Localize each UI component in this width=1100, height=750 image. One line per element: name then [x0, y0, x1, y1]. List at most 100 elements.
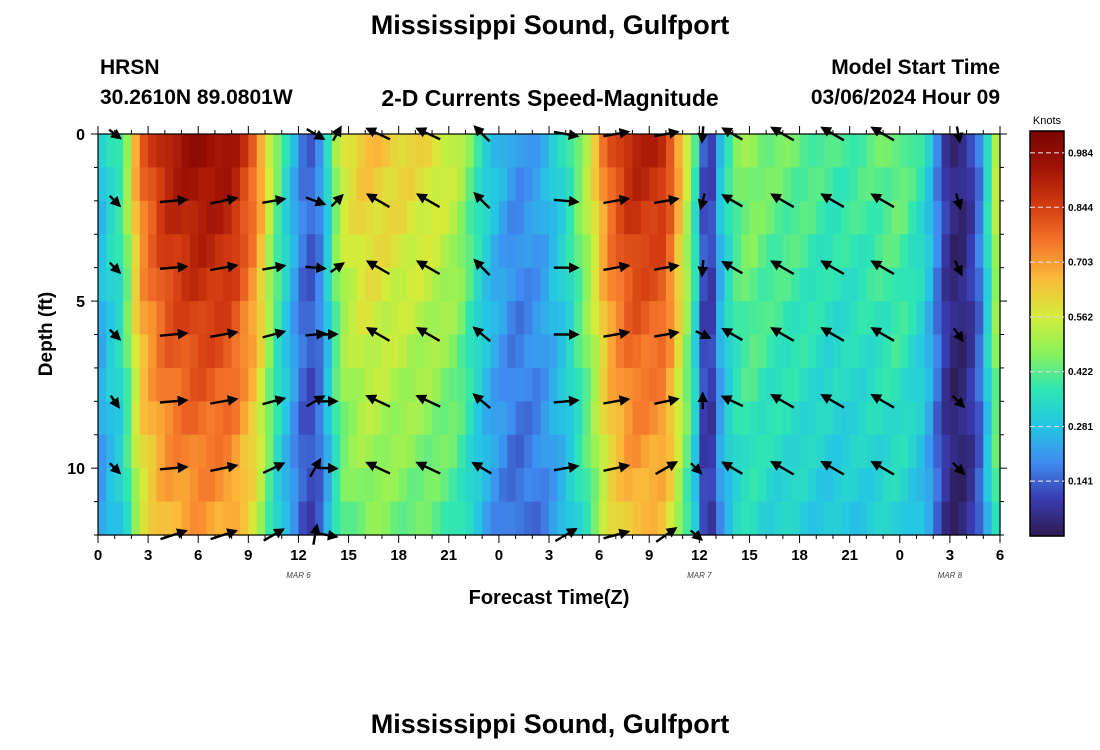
heatmap-cell [448, 468, 458, 503]
heatmap-cell [432, 468, 442, 503]
colorbar-segment [1030, 164, 1064, 169]
heatmap-cell [816, 501, 826, 536]
heatmap-cell [340, 267, 350, 302]
heatmap-cell [465, 234, 475, 269]
heatmap-cell [557, 301, 567, 336]
heatmap-cell [515, 200, 525, 235]
heatmap-cell [974, 200, 984, 235]
heatmap-cell [866, 167, 876, 202]
heatmap-cell [757, 267, 767, 302]
heatmap-cell [523, 334, 533, 369]
heatmap-cell [549, 200, 558, 235]
heatmap-cell [774, 200, 784, 235]
heatmap-cell [665, 301, 675, 336]
colorbar-segment [1030, 370, 1064, 375]
heatmap-cell [281, 401, 291, 436]
heatmap-cell [624, 434, 634, 469]
heatmap-cell [849, 234, 859, 269]
heatmap-cell [415, 468, 425, 503]
heatmap-cell [198, 434, 208, 469]
heatmap-cell [248, 267, 258, 302]
current-arrow [820, 260, 845, 276]
heatmap-cell [791, 301, 801, 336]
heatmap-cell [148, 401, 158, 436]
heatmap-cell [148, 501, 158, 536]
heatmap-cell [231, 367, 241, 402]
heatmap-cell [164, 200, 174, 235]
heatmap-cell [782, 301, 792, 336]
heatmap-cell [724, 234, 734, 269]
heatmap-cell [807, 301, 817, 336]
heatmap-cell [198, 200, 208, 235]
colorbar-segment [1030, 390, 1064, 395]
heatmap-cell [256, 267, 266, 302]
current-arrow [365, 394, 391, 408]
x-tick-label: 0 [896, 547, 904, 564]
heatmap-cell [281, 434, 291, 469]
heatmap-cell [306, 367, 316, 402]
heatmap-cell [841, 334, 851, 369]
x-tick-label: 12 [290, 547, 307, 564]
heatmap-cell [407, 434, 416, 469]
heatmap-cell [607, 200, 617, 235]
heatmap-cell [974, 167, 984, 202]
heatmap-cell [515, 401, 525, 436]
current-arrow [770, 193, 795, 209]
heatmap-cell [281, 167, 291, 202]
heatmap-cell [699, 401, 709, 436]
heatmap-cell [156, 301, 166, 336]
heatmap-cell [532, 134, 542, 169]
current-arrow [316, 329, 339, 340]
heatmap-cell [615, 301, 625, 336]
heatmap-cell [131, 267, 141, 302]
colorbar-segment [1030, 232, 1064, 237]
heatmap-cell [565, 401, 575, 436]
heatmap-cell [874, 134, 884, 169]
heatmap-cell [849, 501, 859, 536]
heatmap-cell [164, 234, 174, 269]
heatmap-cell [899, 234, 909, 269]
current-arrow [653, 261, 680, 273]
heatmap-cell [465, 134, 475, 169]
heatmap-cell [365, 468, 375, 503]
heatmap-cell [966, 367, 976, 402]
heatmap-cell [164, 468, 174, 503]
heatmap-cell [239, 267, 249, 302]
heatmap-cell [223, 401, 233, 436]
heatmap-cell [373, 267, 383, 302]
heatmap-cell [173, 468, 183, 503]
heatmap-cell [741, 401, 751, 436]
heatmap-cell [832, 301, 842, 336]
heatmap-cell [123, 367, 133, 402]
heatmap-cell [98, 167, 107, 202]
heatmap-cell [473, 468, 483, 503]
heatmap-cell [532, 234, 542, 269]
heatmap-cell [974, 234, 984, 269]
current-arrow [262, 261, 287, 273]
heatmap-cell [181, 434, 191, 469]
heatmap-cell [507, 134, 517, 169]
heatmap-cell [248, 334, 258, 369]
colorbar-segment [1030, 387, 1064, 392]
heatmap-cell [540, 267, 550, 302]
heatmap-cell [640, 301, 650, 336]
current-arrow [870, 460, 895, 476]
current-arrow [721, 327, 744, 342]
heatmap-cell [490, 267, 500, 302]
current-arrow [820, 393, 845, 409]
colorbar-segment [1030, 191, 1064, 196]
y-tick-label: 0 [76, 127, 85, 144]
heatmap-cell [590, 167, 600, 202]
heatmap-cell [114, 267, 124, 302]
heatmap-cell [824, 501, 834, 536]
heatmap-cell [515, 501, 525, 536]
current-arrow [870, 193, 895, 209]
heatmap-cell [674, 468, 684, 503]
heatmap-cell [114, 234, 124, 269]
heatmap-cell [782, 234, 792, 269]
heatmap-cell [866, 367, 876, 402]
heatmap-cell [924, 501, 934, 536]
heatmap-cell [114, 134, 124, 169]
heatmap-cell [866, 401, 876, 436]
heatmap-cell [256, 167, 266, 202]
